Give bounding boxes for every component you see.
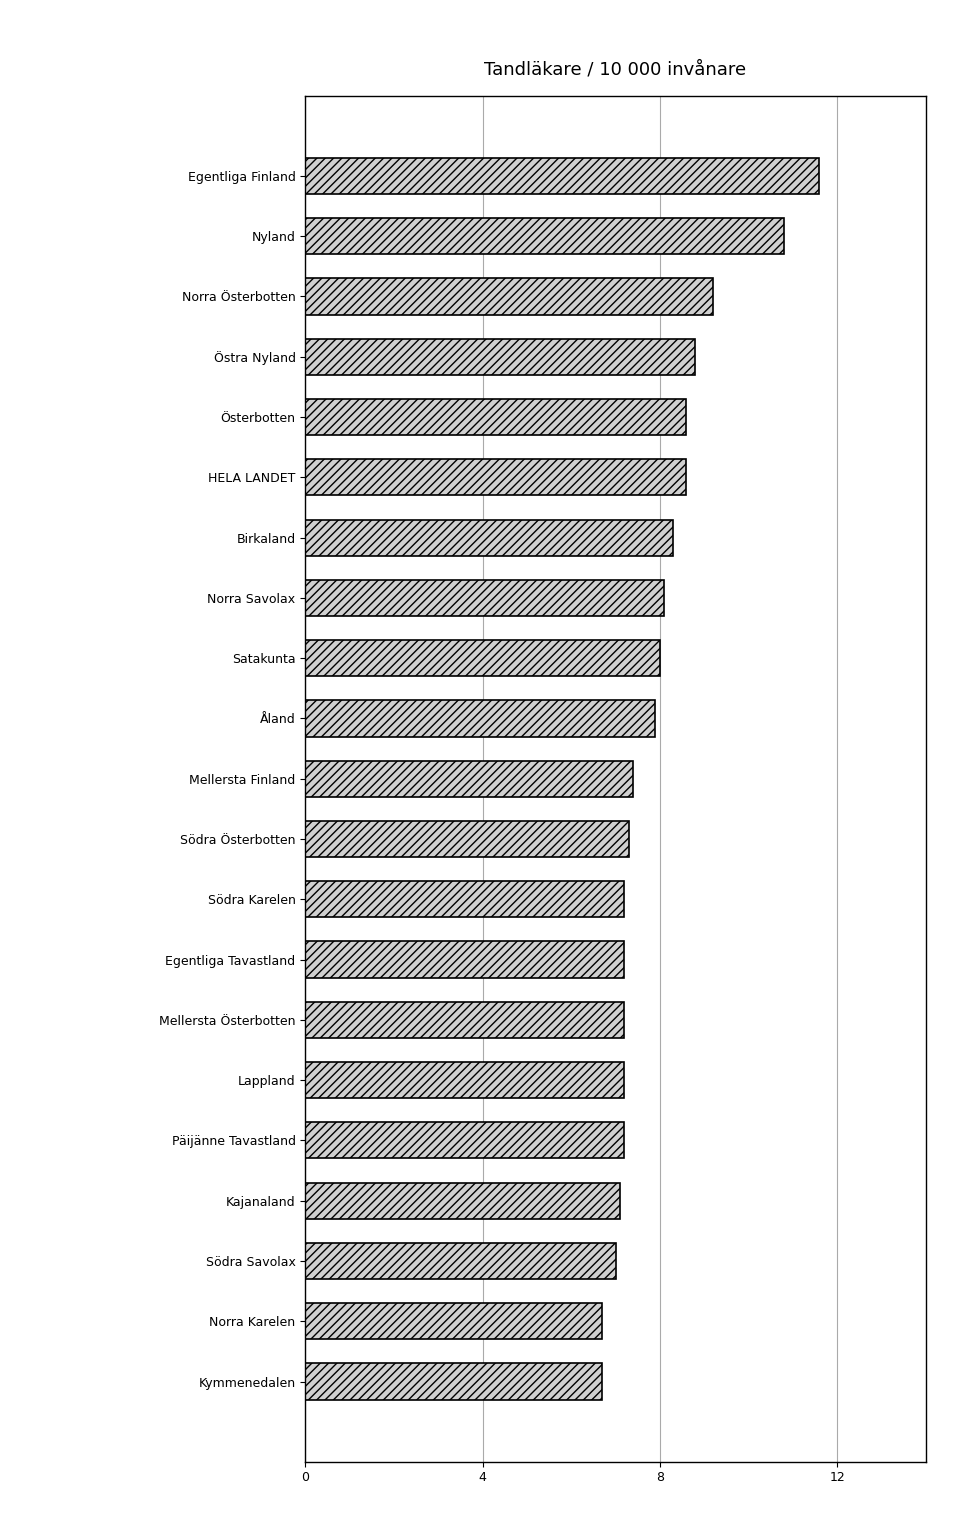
Bar [305, 580, 664, 617]
Title: Tandläkare / 10 000 invånare: Tandläkare / 10 000 invånare [485, 61, 747, 80]
Bar [305, 219, 784, 254]
Bar [305, 459, 686, 496]
Bar [305, 338, 695, 375]
Bar [305, 1123, 624, 1158]
Bar [305, 1183, 620, 1219]
Bar [305, 278, 713, 315]
Bar [305, 399, 686, 435]
Bar [305, 158, 820, 194]
Bar [305, 760, 634, 797]
Bar [305, 1002, 624, 1037]
Bar [305, 701, 656, 736]
Bar [305, 822, 629, 857]
Bar [305, 520, 673, 555]
Bar [305, 881, 624, 918]
Bar [305, 1062, 624, 1099]
Bar [305, 1242, 615, 1279]
Bar [305, 941, 624, 978]
Bar [305, 640, 660, 676]
Bar [305, 1363, 602, 1400]
Bar [305, 1304, 602, 1339]
